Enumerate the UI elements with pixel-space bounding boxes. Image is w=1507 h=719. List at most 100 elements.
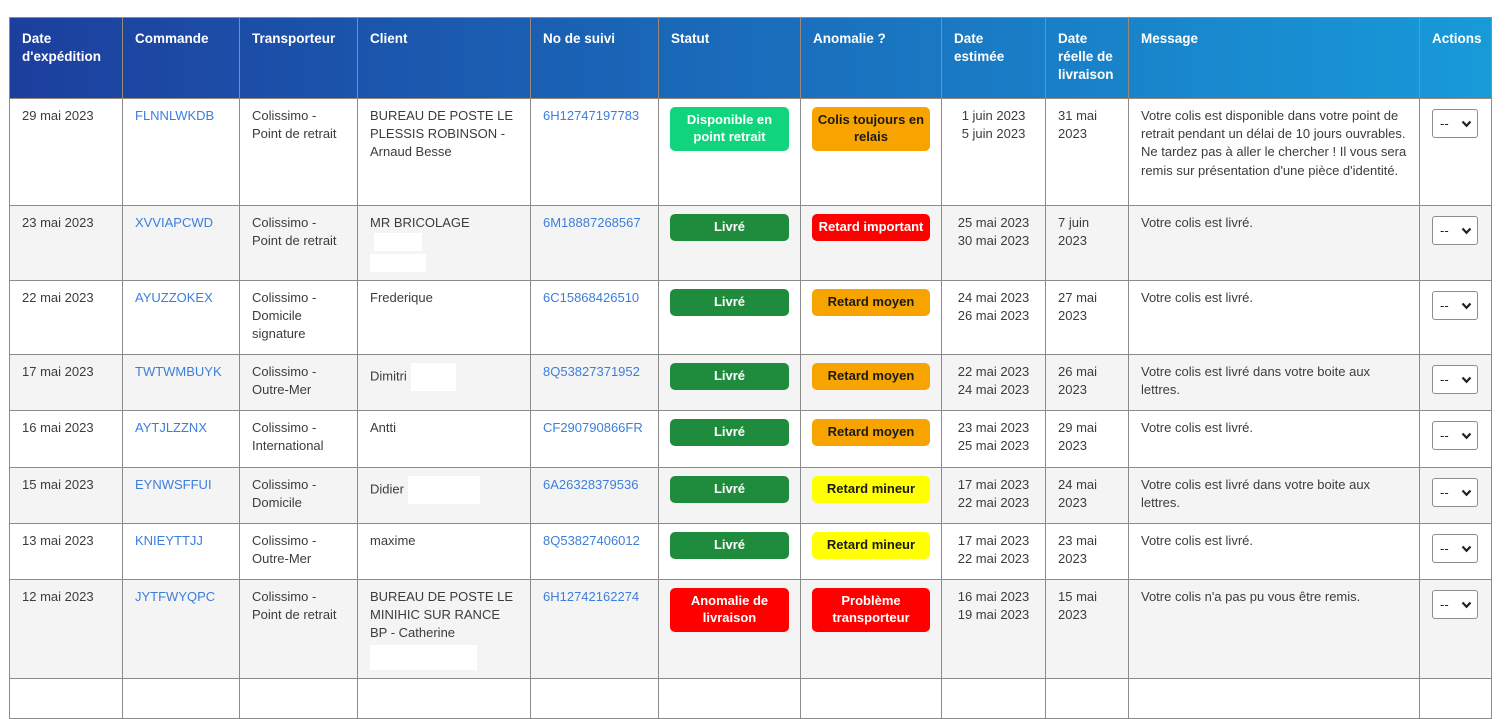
- tracking-link[interactable]: 6A26328379536: [543, 476, 639, 492]
- cell-date-reelle: 29 mai 2023: [1045, 409, 1129, 468]
- shipments-table: Date d'expédition Commande Transporteur …: [9, 17, 1492, 719]
- order-link[interactable]: TWTWMBUYK: [135, 363, 222, 379]
- tracking-link[interactable]: CF290790866FR: [543, 419, 643, 435]
- order-link[interactable]: EYNWSFFUI: [135, 476, 212, 492]
- message-text: Votre colis est disponible dans votre po…: [1141, 108, 1407, 178]
- cell-no-suivi: 6A26328379536: [530, 466, 659, 524]
- action-select-wrap: --: [1432, 533, 1478, 563]
- action-select-wrap: --: [1432, 477, 1478, 507]
- anomaly-badge: Retard important: [812, 214, 930, 241]
- empty-cell: [1419, 678, 1492, 719]
- cell-statut: Livré: [658, 353, 801, 411]
- table-row-partial: [9, 678, 1492, 719]
- cell-client: MR BRICOLAGE: [357, 205, 531, 281]
- empty-cell: [9, 678, 123, 719]
- cell-anomalie: Retard mineur: [800, 522, 942, 580]
- estimated-dates-value: 17 mai 2023 22 mai 2023: [957, 532, 1030, 566]
- cell-anomalie: Retard mineur: [800, 466, 942, 524]
- carrier-value: Colissimo - Point de retrait: [252, 588, 337, 622]
- cell-client: Didier: [357, 466, 531, 524]
- cell-no-suivi: 8Q53827371952: [530, 353, 659, 411]
- action-select[interactable]: --: [1432, 364, 1478, 394]
- cell-actions: --: [1419, 98, 1492, 206]
- cell-statut: Livré: [658, 409, 801, 468]
- order-link[interactable]: FLNNLWKDB: [135, 108, 215, 123]
- order-link[interactable]: AYUZZOKEX: [135, 289, 213, 305]
- tracking-link[interactable]: 6C15868426510: [543, 289, 640, 305]
- order-link[interactable]: XVVIAPCWD: [135, 215, 214, 230]
- cell-date-expedition: 13 mai 2023: [9, 522, 123, 580]
- cell-date-reelle: 27 mai 2023: [1045, 279, 1129, 355]
- message-text: Votre colis est livré.: [1141, 419, 1253, 435]
- cell-date-expedition: 12 mai 2023: [9, 578, 123, 680]
- cell-statut: Livré: [658, 205, 801, 281]
- client-value: BUREAU DE POSTE LE MINIHIC SUR RANCE BP …: [370, 588, 514, 641]
- cell-anomalie: Problème transporteur: [800, 578, 942, 680]
- cell-client: Frederique: [357, 279, 531, 355]
- cell-actions: --: [1419, 205, 1492, 281]
- empty-cell: [122, 678, 240, 719]
- action-select[interactable]: --: [1432, 477, 1478, 507]
- order-link[interactable]: AYTJLZZNX: [135, 419, 207, 435]
- tracking-link[interactable]: 6H12742162274: [543, 588, 640, 604]
- cell-date-estimee: 1 juin 2023 5 juin 2023: [941, 98, 1046, 206]
- actual-date-value: 26 mai 2023: [1058, 363, 1098, 397]
- empty-cell: [658, 678, 801, 719]
- date-expedition-value: 29 mai 2023: [22, 108, 94, 123]
- empty-cell: [800, 678, 942, 719]
- status-badge: Livré: [670, 418, 789, 446]
- action-select[interactable]: --: [1432, 290, 1478, 320]
- date-expedition-value: 13 mai 2023: [22, 532, 94, 548]
- anomaly-badge: Colis toujours en relais: [812, 107, 930, 151]
- cell-actions: --: [1419, 409, 1492, 468]
- cell-no-suivi: 8Q53827406012: [530, 522, 659, 580]
- cell-transporteur: Colissimo - Point de retrait: [239, 98, 358, 206]
- cell-actions: --: [1419, 279, 1492, 355]
- cell-date-expedition: 15 mai 2023: [9, 466, 123, 524]
- action-select[interactable]: --: [1432, 533, 1478, 563]
- cell-no-suivi: 6M18887268567: [530, 205, 659, 281]
- action-select[interactable]: --: [1432, 216, 1478, 245]
- estimated-dates-value: 22 mai 2023 24 mai 2023: [957, 363, 1030, 397]
- tracking-link[interactable]: 8Q53827406012: [543, 532, 640, 548]
- tracking-link[interactable]: 6M18887268567: [543, 215, 641, 230]
- action-select[interactable]: --: [1432, 420, 1478, 450]
- action-select-wrap: --: [1432, 109, 1478, 138]
- empty-cell: [239, 678, 358, 719]
- client-value: maxime: [370, 532, 416, 548]
- action-select-wrap: --: [1432, 290, 1478, 320]
- estimated-dates-value: 16 mai 2023 19 mai 2023: [957, 588, 1030, 622]
- col-header-actions: Actions: [1419, 17, 1492, 99]
- table-row: 12 mai 2023 JYTFWYQPC Colissimo - Point …: [9, 578, 1492, 680]
- cell-transporteur: Colissimo - Domicile: [239, 466, 358, 524]
- cell-client: Antti: [357, 409, 531, 468]
- redaction-box: [370, 645, 477, 671]
- cell-message: Votre colis est livré dans votre boite a…: [1128, 466, 1420, 524]
- cell-anomalie: Retard moyen: [800, 353, 942, 411]
- cell-message: Votre colis n'a pas pu vous être remis.: [1128, 578, 1420, 680]
- table-row: 15 mai 2023 EYNWSFFUI Colissimo - Domici…: [9, 466, 1492, 524]
- estimated-dates-value: 23 mai 2023 25 mai 2023: [957, 419, 1030, 453]
- empty-cell: [941, 678, 1046, 719]
- cell-client: BUREAU DE POSTE LE MINIHIC SUR RANCE BP …: [357, 578, 531, 680]
- cell-no-suivi: 6H12747197783: [530, 98, 659, 206]
- actual-date-value: 29 mai 2023: [1058, 419, 1098, 453]
- action-select[interactable]: --: [1432, 109, 1478, 138]
- action-select[interactable]: --: [1432, 589, 1478, 619]
- carrier-value: Colissimo - Domicile: [252, 476, 317, 510]
- client-value: MR BRICOLAGE: [370, 215, 470, 230]
- col-header-message: Message: [1128, 17, 1420, 99]
- status-badge: Disponible en point retrait: [670, 107, 789, 151]
- estimated-dates-value: 25 mai 2023 30 mai 2023: [957, 215, 1030, 249]
- table-row: 13 mai 2023 KNIEYTTJJ Colissimo - Outre-…: [9, 522, 1492, 580]
- message-text: Votre colis n'a pas pu vous être remis.: [1141, 588, 1361, 604]
- order-link[interactable]: JYTFWYQPC: [135, 588, 216, 604]
- anomaly-badge: Retard mineur: [812, 475, 930, 503]
- order-link[interactable]: KNIEYTTJJ: [135, 532, 203, 548]
- tracking-link[interactable]: 8Q53827371952: [543, 363, 640, 379]
- table-row: 16 mai 2023 AYTJLZZNX Colissimo - Intern…: [9, 409, 1492, 468]
- actual-date-value: 31 mai 2023: [1058, 108, 1098, 142]
- actual-date-value: 27 mai 2023: [1058, 289, 1098, 323]
- tracking-link[interactable]: 6H12747197783: [543, 108, 640, 123]
- cell-commande: TWTWMBUYK: [122, 353, 240, 411]
